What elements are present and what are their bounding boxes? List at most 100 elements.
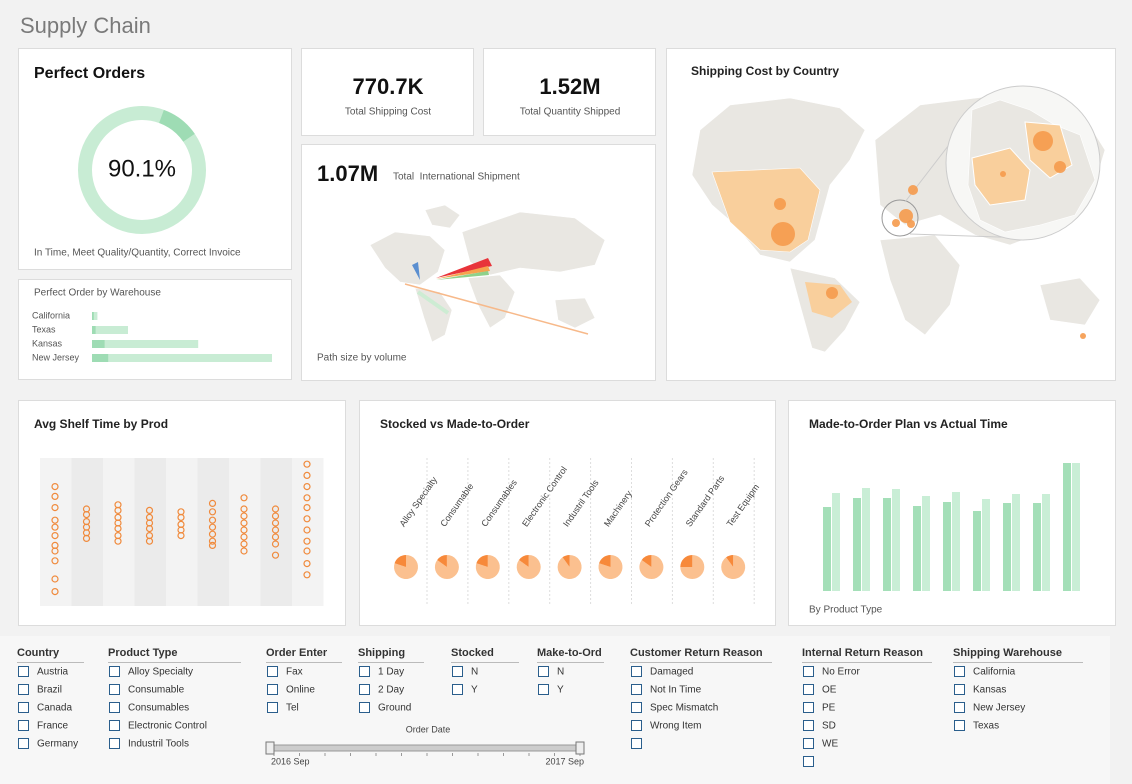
point: [208, 530, 217, 538]
checkbox[interactable]: [631, 702, 642, 713]
checkbox-label[interactable]: No Error: [822, 667, 860, 678]
checkbox-label[interactable]: Canada: [37, 703, 72, 714]
checkbox-label[interactable]: Kansas: [973, 685, 1006, 696]
category-label: Kansas: [32, 338, 63, 348]
checkbox-label[interactable]: Electronic Control: [128, 721, 207, 732]
filter-title: Shipping Warehouse: [953, 647, 1062, 659]
checkbox-label[interactable]: OE: [822, 685, 837, 696]
checkbox[interactable]: [803, 738, 814, 749]
bar: [883, 498, 891, 591]
pie-slice: [516, 555, 541, 579]
checkbox[interactable]: [631, 666, 642, 677]
bar: [1072, 463, 1080, 591]
checkbox[interactable]: [538, 684, 549, 695]
checkbox[interactable]: [803, 720, 814, 731]
checkbox-label[interactable]: New Jersey: [973, 703, 1025, 714]
checkbox-label[interactable]: France: [37, 721, 69, 732]
checkbox-label[interactable]: Austria: [37, 667, 69, 678]
checkbox[interactable]: [267, 666, 278, 677]
checkbox-label[interactable]: 2 Day: [378, 685, 404, 696]
checkbox-label[interactable]: Y: [557, 685, 564, 696]
checkbox[interactable]: [109, 666, 120, 677]
checkbox-label[interactable]: N: [471, 667, 478, 678]
point: [303, 571, 311, 579]
checkbox-label[interactable]: PE: [822, 703, 836, 714]
checkbox-label[interactable]: SD: [822, 721, 836, 732]
checkbox-label[interactable]: Ground: [378, 703, 411, 714]
checkbox-label[interactable]: Online: [286, 685, 315, 696]
checkbox[interactable]: [359, 684, 370, 695]
slider-track[interactable]: [269, 744, 581, 752]
checkbox-label[interactable]: WE: [822, 739, 838, 750]
checkbox[interactable]: [452, 684, 463, 695]
checkbox-label[interactable]: Texas: [973, 721, 999, 732]
panel: [483, 48, 656, 136]
checkbox[interactable]: [267, 684, 278, 695]
point: [303, 526, 311, 534]
checkbox-label[interactable]: Industril Tools: [128, 739, 189, 750]
bar: [92, 354, 109, 362]
checkbox[interactable]: [359, 702, 370, 713]
checkbox[interactable]: [954, 666, 965, 677]
checkbox-label[interactable]: Alloy Specialty: [128, 667, 193, 678]
checkbox[interactable]: [109, 684, 120, 695]
point: [271, 512, 280, 520]
checkbox[interactable]: [109, 720, 120, 731]
checkbox[interactable]: [18, 684, 29, 695]
checkbox[interactable]: [109, 702, 120, 713]
category-label: New Jersey: [32, 352, 80, 362]
slider-handle[interactable]: [575, 741, 585, 755]
checkbox[interactable]: [954, 684, 965, 695]
pie-slice: [721, 555, 746, 580]
bar: [1033, 503, 1041, 591]
pie-slice: [598, 555, 623, 579]
checkbox[interactable]: [109, 738, 120, 749]
pie-slice: [726, 555, 734, 567]
bar: [1012, 494, 1020, 591]
checkbox[interactable]: [954, 702, 965, 713]
checkbox[interactable]: [954, 720, 965, 731]
checkbox[interactable]: [18, 666, 29, 677]
column-band: [40, 458, 72, 606]
checkbox[interactable]: [359, 666, 370, 677]
checkbox-label[interactable]: Damaged: [650, 667, 693, 678]
checkbox[interactable]: [18, 738, 29, 749]
checkbox[interactable]: [803, 702, 814, 713]
checkbox-label[interactable]: Not In Time: [650, 685, 702, 696]
checkbox[interactable]: [18, 702, 29, 713]
checkbox-label[interactable]: Consumable: [128, 685, 185, 696]
panel-title: Made-to-Order Plan vs Actual Time: [809, 417, 1008, 431]
point: [177, 513, 185, 522]
point: [51, 523, 59, 531]
checkbox[interactable]: [803, 756, 814, 767]
checkbox[interactable]: [631, 738, 642, 749]
checkbox-label[interactable]: Wrong Item: [650, 721, 702, 732]
checkbox[interactable]: [803, 666, 814, 677]
checkbox[interactable]: [631, 720, 642, 731]
checkbox-label[interactable]: Consumables: [128, 703, 189, 714]
checkbox-label[interactable]: Spec Mismatch: [650, 703, 718, 714]
slider-handle[interactable]: [265, 741, 275, 755]
point: [240, 505, 248, 513]
point: [145, 537, 154, 545]
point: [303, 494, 311, 502]
checkbox-label[interactable]: Tel: [286, 703, 299, 714]
point: [208, 516, 217, 524]
bar: [823, 507, 831, 591]
point: [114, 524, 122, 533]
checkbox[interactable]: [452, 666, 463, 677]
checkbox[interactable]: [631, 684, 642, 695]
checkbox-label[interactable]: California: [973, 667, 1016, 678]
donut-remainder: [78, 106, 206, 234]
checkbox-label[interactable]: Y: [471, 685, 478, 696]
checkbox[interactable]: [803, 684, 814, 695]
checkbox-label[interactable]: Brazil: [37, 685, 62, 696]
checkbox-label[interactable]: Fax: [286, 667, 303, 678]
checkbox-label[interactable]: N: [557, 667, 564, 678]
checkbox[interactable]: [538, 666, 549, 677]
checkbox-label[interactable]: 1 Day: [378, 667, 404, 678]
checkbox-label[interactable]: Germany: [37, 739, 78, 750]
checkbox[interactable]: [267, 702, 278, 713]
checkbox[interactable]: [18, 720, 29, 731]
point: [177, 531, 185, 540]
